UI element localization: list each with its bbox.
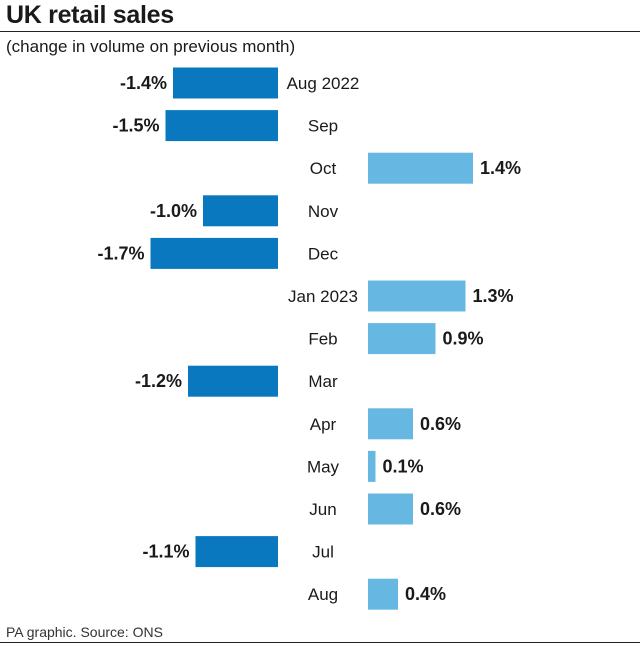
bar — [368, 578, 398, 610]
bar-row: Feb 0.9% — [308, 323, 484, 355]
bar-row: Oct 1.4% — [310, 152, 521, 184]
bar — [188, 365, 278, 397]
category-label: Jun — [309, 500, 336, 519]
category-label: Aug 2022 — [287, 74, 360, 93]
value-label: -1.0% — [150, 201, 197, 221]
value-label: 1.3% — [473, 286, 514, 306]
bar — [165, 110, 278, 142]
value-label: 0.6% — [420, 414, 461, 434]
bar — [368, 280, 466, 312]
category-label: Jul — [312, 543, 334, 562]
bar-row: Jul -1.1% — [142, 536, 334, 568]
bar — [203, 195, 278, 227]
value-label: 0.1% — [383, 456, 424, 476]
value-label: 0.6% — [420, 499, 461, 519]
bar — [368, 408, 413, 440]
bar — [173, 67, 278, 99]
category-label: Jan 2023 — [288, 287, 358, 306]
category-label: Oct — [310, 159, 337, 178]
category-label: Aug — [308, 585, 338, 604]
bar — [368, 323, 436, 355]
value-label: -1.1% — [142, 542, 189, 562]
value-label: -1.7% — [97, 243, 144, 263]
value-label: -1.2% — [135, 371, 182, 391]
bar — [368, 493, 413, 525]
category-label: Mar — [308, 372, 338, 391]
bar-row: Nov -1.0% — [150, 195, 339, 227]
bar-row: Jan 2023 1.3% — [288, 280, 514, 312]
bar-row: Aug 2022 -1.4% — [120, 67, 360, 99]
bar-row: Dec -1.7% — [97, 237, 339, 269]
value-label: -1.4% — [120, 73, 167, 93]
category-label: Sep — [308, 117, 338, 136]
value-label: 1.4% — [480, 158, 521, 178]
chart-subtitle: (change in volume on previous month) — [6, 37, 296, 56]
title-divider — [0, 31, 640, 32]
bar-row: Jun 0.6% — [309, 493, 461, 525]
value-label: 0.4% — [405, 584, 446, 604]
bar — [368, 152, 473, 184]
bar-row: Aug 0.4% — [308, 578, 446, 610]
bar-row: May 0.1% — [307, 450, 424, 482]
value-label: -1.5% — [112, 116, 159, 136]
bar — [368, 450, 376, 482]
bar — [150, 237, 278, 269]
bar-row: Apr 0.6% — [310, 408, 461, 440]
category-label: Nov — [308, 202, 339, 221]
bar — [195, 536, 278, 568]
source-note: PA graphic. Source: ONS — [6, 624, 163, 640]
category-label: May — [307, 457, 340, 476]
category-label: Feb — [308, 330, 337, 349]
category-label: Dec — [308, 244, 339, 263]
chart-title: UK retail sales — [6, 1, 174, 29]
value-label: 0.9% — [443, 329, 484, 349]
category-label: Apr — [310, 415, 337, 434]
bar-chart: Aug 2022 -1.4% Sep -1.5% Oct 1.4% Nov -1.0% Dec -… — [97, 67, 521, 610]
bar-row: Sep -1.5% — [112, 110, 338, 142]
bar-row: Mar -1.2% — [135, 365, 338, 397]
footer-divider — [0, 642, 640, 643]
